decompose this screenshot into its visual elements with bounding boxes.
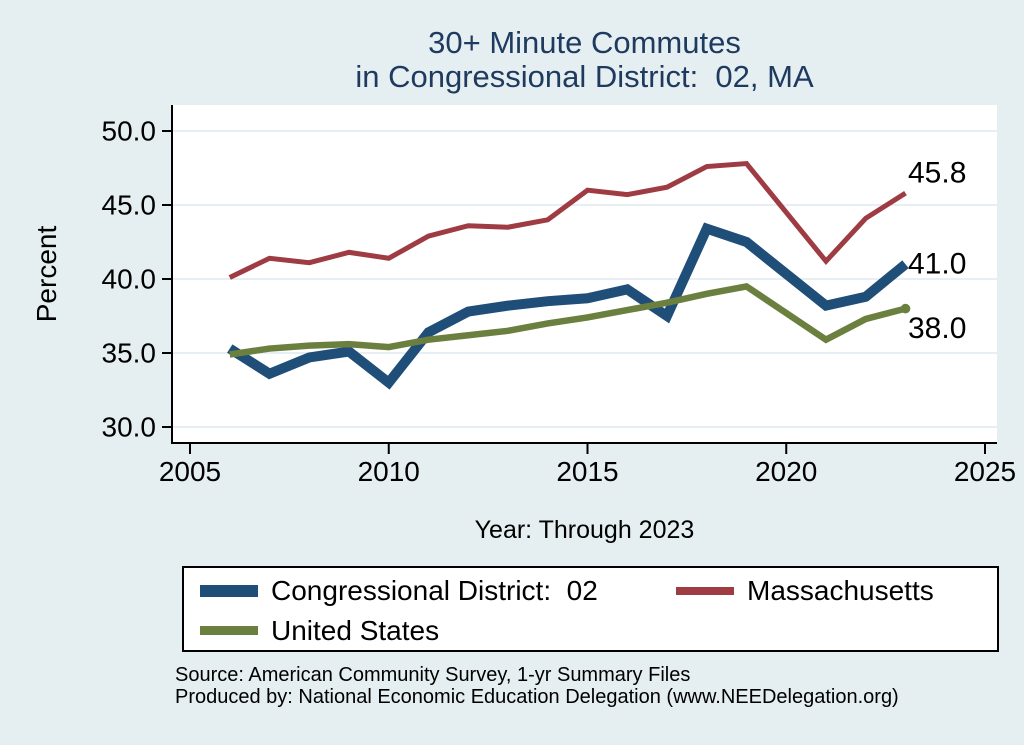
end-value-label-2: 38.0 <box>908 312 966 345</box>
y-tick-label: 45.0 <box>102 190 157 221</box>
legend-swatch-congressional-district <box>200 585 258 597</box>
end-value-label-1: 45.8 <box>908 157 966 190</box>
axis-lines <box>171 105 997 444</box>
legend-label-united-states: United States <box>271 615 440 646</box>
legend-swatch-united-states <box>200 626 258 635</box>
x-tick-label: 2015 <box>556 456 618 487</box>
plot-area <box>172 105 997 443</box>
y-tick-label: 40.0 <box>102 264 157 295</box>
x-tick-label: 2025 <box>954 456 1016 487</box>
x-tick-label: 2005 <box>159 456 221 487</box>
x-axis-label: Year: Through 2023 <box>474 516 695 544</box>
chart-title-line1: 30+ Minute Commutes <box>428 25 741 60</box>
end-value-label-0: 41.0 <box>908 248 966 281</box>
x-tick-label: 2020 <box>755 456 817 487</box>
series-end-dot-2 <box>900 303 911 314</box>
y-tick-label: 35.0 <box>102 338 157 369</box>
x-tick-label: 2010 <box>358 456 420 487</box>
series-line-2 <box>229 282 907 358</box>
y-tick-label: 30.0 <box>102 412 157 443</box>
source-note: Source: American Community Survey, 1-yr … <box>175 664 691 686</box>
legend-label-congressional-district: Congressional District: 02 <box>271 575 598 606</box>
produced-by-note: Produced by: National Economic Education… <box>175 686 899 708</box>
legend-swatch-massachusetts <box>676 587 734 595</box>
legend: Congressional District: 02 Massachusetts… <box>182 566 999 652</box>
chart-title-line2: in Congressional District: 02, MA <box>355 59 814 94</box>
legend-label-massachusetts: Massachusetts <box>747 575 934 606</box>
y-tick-label: 50.0 <box>102 116 157 147</box>
series-line-1 <box>228 160 907 280</box>
series-line-0 <box>227 222 909 390</box>
